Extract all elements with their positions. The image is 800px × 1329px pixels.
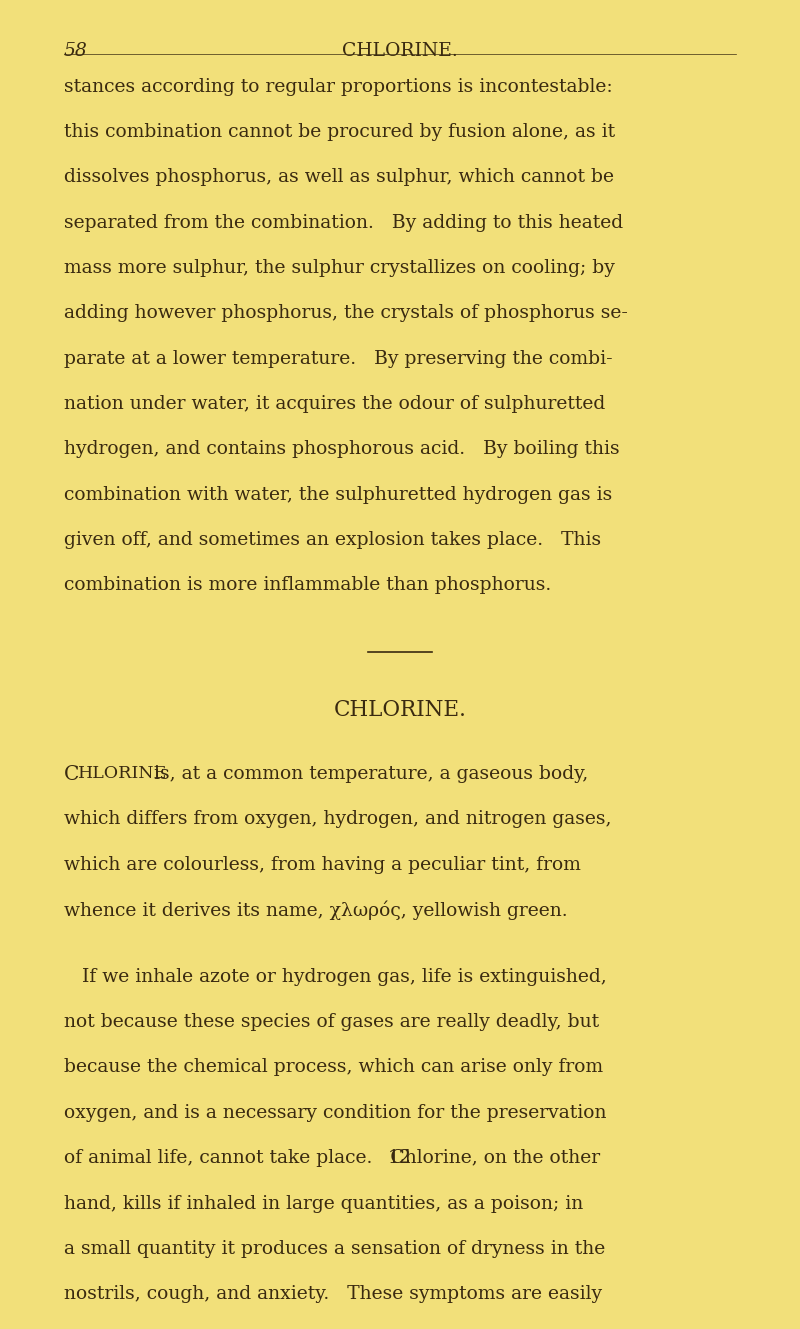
Text: adding however phosphorus, the crystals of phosphorus se-: adding however phosphorus, the crystals … [64, 304, 628, 323]
Text: hand, kills if inhaled in large quantities, as a poison; in: hand, kills if inhaled in large quantiti… [64, 1195, 583, 1212]
Text: dissolves phosphorus, as well as sulphur, which cannot be: dissolves phosphorus, as well as sulphur… [64, 169, 614, 186]
Text: this combination cannot be procured by fusion alone, as it: this combination cannot be procured by f… [64, 122, 615, 141]
Text: nation under water, it acquires the odour of sulphuretted: nation under water, it acquires the odou… [64, 395, 606, 413]
Text: separated from the combination.   By adding to this heated: separated from the combination. By addin… [64, 214, 623, 231]
Text: HLORINE: HLORINE [78, 766, 168, 781]
Text: nostrils, cough, and anxiety.   These symptoms are easily: nostrils, cough, and anxiety. These symp… [64, 1285, 602, 1304]
Text: because the chemical process, which can arise only from: because the chemical process, which can … [64, 1058, 603, 1076]
Text: given off, and sometimes an explosion takes place.   This: given off, and sometimes an explosion ta… [64, 532, 601, 549]
Text: which differs from oxygen, hydrogen, and nitrogen gases,: which differs from oxygen, hydrogen, and… [64, 811, 611, 828]
Text: whence it derives its name, χλωρός, yellowish green.: whence it derives its name, χλωρός, yell… [64, 901, 568, 921]
Text: combination is more inflammable than phosphorus.: combination is more inflammable than pho… [64, 577, 551, 594]
Text: CHLORINE.: CHLORINE. [342, 41, 458, 60]
Text: of animal life, cannot take place.   Chlorine, on the other: of animal life, cannot take place. Chlor… [64, 1150, 600, 1167]
Text: which are colourless, from having a peculiar tint, from: which are colourless, from having a pecu… [64, 856, 581, 873]
Text: CHLORINE.: CHLORINE. [334, 699, 466, 722]
Text: 58: 58 [64, 41, 88, 60]
Text: C: C [64, 766, 79, 784]
Text: is, at a common temperature, a gaseous body,: is, at a common temperature, a gaseous b… [148, 766, 588, 783]
Text: combination with water, the sulphuretted hydrogen gas is: combination with water, the sulphuretted… [64, 485, 612, 504]
Text: mass more sulphur, the sulphur crystallizes on cooling; by: mass more sulphur, the sulphur crystalli… [64, 259, 615, 276]
Text: hydrogen, and contains phosphorous acid.   By boiling this: hydrogen, and contains phosphorous acid.… [64, 440, 620, 459]
Text: parate at a lower temperature.   By preserving the combi-: parate at a lower temperature. By preser… [64, 350, 613, 368]
Text: oxygen, and is a necessary condition for the preservation: oxygen, and is a necessary condition for… [64, 1104, 606, 1122]
Text: stances according to regular proportions is incontestable:: stances according to regular proportions… [64, 77, 613, 96]
Text: If we inhale azote or hydrogen gas, life is extinguished,: If we inhale azote or hydrogen gas, life… [64, 968, 606, 986]
Text: a small quantity it produces a sensation of dryness in the: a small quantity it produces a sensation… [64, 1240, 606, 1257]
Text: 12: 12 [388, 1150, 412, 1167]
Text: not because these species of gases are really deadly, but: not because these species of gases are r… [64, 1013, 599, 1031]
